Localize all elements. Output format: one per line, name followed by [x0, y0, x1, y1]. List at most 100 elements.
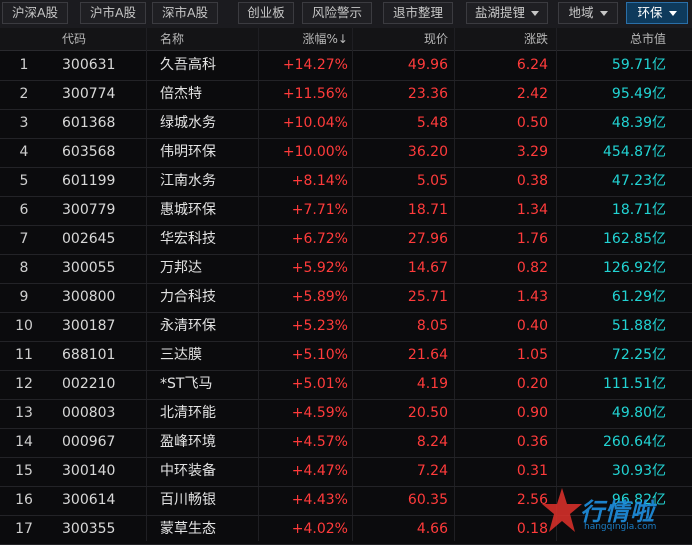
stock-name: 绿城水务 — [160, 115, 216, 131]
stock-code: 300140 — [62, 463, 116, 479]
change-percent: +5.01% — [291, 376, 348, 392]
market-cap: 48.39亿 — [611, 115, 666, 131]
header-change-percent[interactable]: 涨幅%↓ — [302, 32, 348, 46]
tab-label: 沪市A股 — [89, 5, 137, 20]
stock-code: 300355 — [62, 521, 116, 537]
change-percent: +8.14% — [291, 173, 348, 189]
tab-6[interactable]: 盐湖提锂 — [466, 2, 548, 24]
change-percent: +14.27% — [282, 57, 348, 73]
market-cap: 18.71亿 — [611, 202, 666, 218]
row-index: 15 — [15, 463, 33, 479]
market-cap: 162.85亿 — [603, 231, 666, 247]
stock-name: 力合科技 — [160, 289, 216, 305]
table-row[interactable]: 4 603568 伟明环保 +10.00% 36.20 3.29 454.87亿 — [0, 138, 692, 168]
header-code[interactable]: 代码 — [62, 32, 87, 46]
market-cap: 30.93亿 — [611, 463, 666, 479]
tab-2[interactable]: 深市A股 — [152, 2, 218, 24]
stock-code: 002645 — [62, 231, 116, 247]
table-row[interactable]: 11 688101 三达膜 +5.10% 21.64 1.05 72.25亿 — [0, 341, 692, 371]
current-price: 25.71 — [407, 289, 448, 305]
row-index: 1 — [19, 57, 29, 73]
tab-label: 环保 — [637, 5, 663, 20]
stock-name: 伟明环保 — [160, 144, 216, 160]
tab-4[interactable]: 风险警示 — [302, 2, 372, 24]
star-icon — [542, 488, 582, 532]
price-change: 0.38 — [516, 173, 548, 189]
current-price: 8.05 — [416, 318, 448, 334]
row-index: 11 — [15, 347, 33, 363]
table-row[interactable]: 7 002645 华宏科技 +6.72% 27.96 1.76 162.85亿 — [0, 225, 692, 255]
price-change: 0.18 — [516, 521, 548, 537]
stock-name: 久吾高科 — [160, 57, 216, 73]
table-row[interactable]: 6 300779 惠城环保 +7.71% 18.71 1.34 18.71亿 — [0, 196, 692, 226]
stock-name: 永清环保 — [160, 318, 216, 334]
tab-label: 地域 — [568, 5, 594, 20]
column-divider — [454, 28, 455, 541]
price-change: 2.42 — [516, 86, 548, 102]
header-price[interactable]: 现价 — [423, 32, 448, 46]
table-row[interactable]: 5 601199 江南水务 +8.14% 5.05 0.38 47.23亿 — [0, 167, 692, 197]
market-cap: 454.87亿 — [603, 144, 666, 160]
tab-5[interactable]: 退市整理 — [383, 2, 453, 24]
header-index — [0, 28, 48, 50]
stock-name: *ST飞马 — [160, 376, 213, 392]
table-row[interactable]: 2 300774 倍杰特 +11.56% 23.36 2.42 95.49亿 — [0, 80, 692, 110]
price-change: 0.82 — [516, 260, 548, 276]
header-name[interactable]: 名称 — [160, 32, 185, 46]
chevron-down-icon — [531, 11, 539, 16]
stock-code: 000967 — [62, 434, 116, 450]
table-row[interactable]: 9 300800 力合科技 +5.89% 25.71 1.43 61.29亿 — [0, 283, 692, 313]
column-divider — [352, 28, 353, 541]
stock-name: 蒙草生态 — [160, 521, 216, 537]
current-price: 60.35 — [407, 492, 448, 508]
stock-name: 中环装备 — [160, 463, 216, 479]
table-row[interactable]: 14 000967 盈峰环境 +4.57% 8.24 0.36 260.64亿 — [0, 428, 692, 458]
stock-code: 601199 — [62, 173, 116, 189]
current-price: 8.24 — [416, 434, 448, 450]
stock-code: 300774 — [62, 86, 116, 102]
tab-label: 盐湖提锂 — [474, 5, 525, 20]
row-index: 8 — [19, 260, 29, 276]
change-percent: +4.47% — [291, 463, 348, 479]
tab-1[interactable]: 沪市A股 — [80, 2, 146, 24]
stock-code: 601368 — [62, 115, 116, 131]
tab-3[interactable]: 创业板 — [238, 2, 294, 24]
current-price: 36.20 — [407, 144, 448, 160]
table-row[interactable]: 13 000803 北清环能 +4.59% 20.50 0.90 49.80亿 — [0, 399, 692, 429]
table-row[interactable]: 10 300187 永清环保 +5.23% 8.05 0.40 51.88亿 — [0, 312, 692, 342]
change-percent: +5.10% — [291, 347, 348, 363]
price-change: 0.90 — [516, 405, 548, 421]
current-price: 20.50 — [407, 405, 448, 421]
stock-name: 百川畅银 — [160, 492, 216, 508]
table-row[interactable]: 12 002210 *ST飞马 +5.01% 4.19 0.20 111.51亿 — [0, 370, 692, 400]
tab-7[interactable]: 地域 — [558, 2, 618, 24]
stock-code: 300779 — [62, 202, 116, 218]
market-cap: 49.80亿 — [611, 405, 666, 421]
row-index: 7 — [19, 231, 29, 247]
table-row[interactable]: 15 300140 中环装备 +4.47% 7.24 0.31 30.93亿 — [0, 457, 692, 487]
table-row[interactable]: 3 601368 绿城水务 +10.04% 5.48 0.50 48.39亿 — [0, 109, 692, 139]
tab-label: 退市整理 — [392, 5, 443, 20]
tab-8[interactable]: 环保 — [626, 2, 688, 24]
stock-name: 倍杰特 — [160, 86, 202, 102]
table-row[interactable]: 16 300614 百川畅银 +4.43% 60.35 2.56 96.82亿 — [0, 486, 692, 516]
row-index: 12 — [15, 376, 33, 392]
price-change: 2.56 — [516, 492, 548, 508]
stock-code: 300187 — [62, 318, 116, 334]
table-row[interactable]: 1 300631 久吾高科 +14.27% 49.96 6.24 59.71亿 — [0, 51, 692, 81]
stock-code: 603568 — [62, 144, 116, 160]
header-change[interactable]: 涨跌 — [523, 32, 548, 46]
price-change: 3.29 — [516, 144, 548, 160]
price-change: 0.50 — [516, 115, 548, 131]
table-header: 代码 名称 涨幅%↓ 现价 涨跌 总市值 — [0, 28, 692, 51]
change-percent: +10.00% — [282, 144, 348, 160]
table-row[interactable]: 8 300055 万邦达 +5.92% 14.67 0.82 126.92亿 — [0, 254, 692, 284]
header-market-cap[interactable]: 总市值 — [629, 32, 666, 46]
row-index: 17 — [15, 521, 33, 537]
change-percent: +4.02% — [291, 521, 348, 537]
tab-label: 风险警示 — [311, 5, 362, 20]
stock-code: 300800 — [62, 289, 116, 305]
stock-code: 000803 — [62, 405, 116, 421]
tab-0[interactable]: 沪深A股 — [2, 2, 68, 24]
tab-label: 沪深A股 — [11, 5, 59, 20]
